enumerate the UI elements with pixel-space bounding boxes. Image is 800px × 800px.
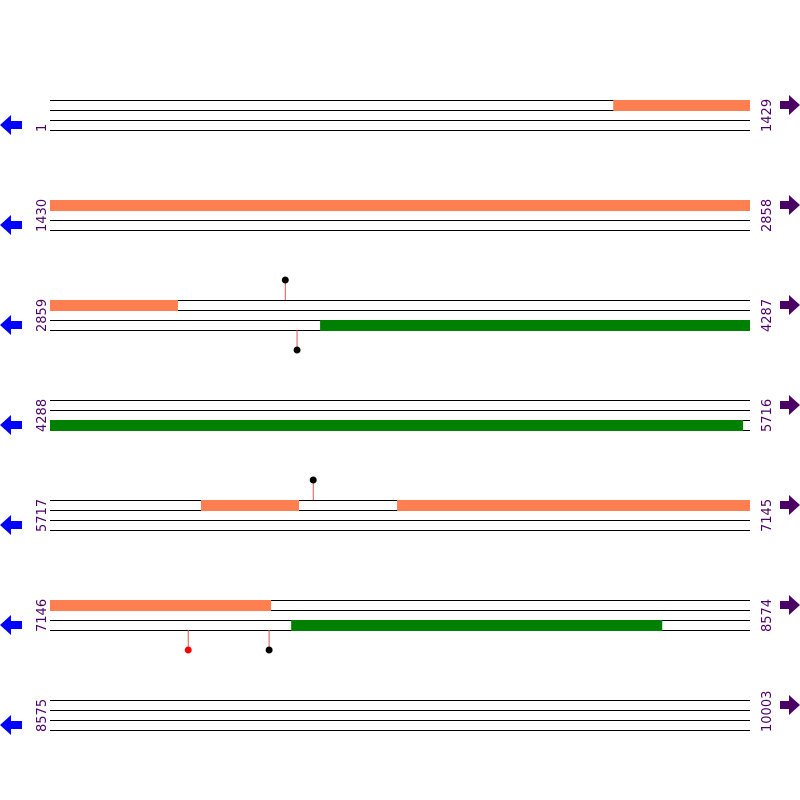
end-label: 5716 — [760, 399, 775, 432]
feature-bar — [50, 420, 744, 431]
feature-bar — [50, 200, 750, 211]
feature-bar — [397, 500, 750, 511]
right-arrow — [780, 195, 800, 215]
feature-bar — [613, 100, 750, 111]
feature-bar — [200, 500, 300, 511]
start-label: 1 — [35, 124, 50, 132]
feature-bar — [50, 600, 272, 611]
right-arrow — [780, 595, 800, 615]
start-label: 7146 — [35, 599, 50, 632]
left-arrow — [0, 215, 22, 235]
start-label: 5717 — [35, 499, 50, 532]
end-label: 10003 — [760, 691, 775, 732]
right-arrow — [780, 295, 800, 315]
marker-dot — [309, 476, 317, 484]
start-label: 1430 — [35, 199, 50, 232]
left-arrow — [0, 315, 22, 335]
feature-bar — [50, 300, 178, 311]
end-label: 1429 — [760, 99, 775, 132]
marker-dot — [184, 646, 192, 654]
end-label: 8574 — [760, 599, 775, 632]
start-label: 4288 — [35, 399, 50, 432]
left-arrow — [0, 115, 22, 135]
start-label: 2859 — [35, 299, 50, 332]
left-arrow — [0, 515, 22, 535]
marker-dot — [281, 276, 289, 284]
end-label: 2858 — [760, 199, 775, 232]
right-arrow — [780, 395, 800, 415]
feature-bar — [291, 620, 663, 631]
end-label: 4287 — [760, 299, 775, 332]
left-arrow — [0, 415, 22, 435]
marker-dot — [293, 346, 301, 354]
right-arrow — [780, 95, 800, 115]
left-arrow — [0, 615, 22, 635]
right-arrow — [780, 695, 800, 715]
marker-dot — [265, 646, 273, 654]
end-label: 7145 — [760, 499, 775, 532]
left-arrow — [0, 715, 22, 735]
start-label: 8575 — [35, 699, 50, 732]
right-arrow — [780, 495, 800, 515]
feature-bar — [320, 320, 750, 331]
